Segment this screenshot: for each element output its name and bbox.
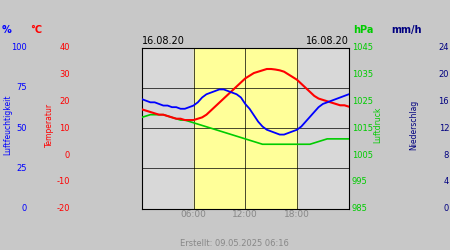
Text: 4: 4 bbox=[444, 178, 449, 186]
Text: 0: 0 bbox=[444, 204, 449, 213]
Text: 8: 8 bbox=[444, 150, 449, 160]
Text: 50: 50 bbox=[17, 124, 27, 132]
Text: 16: 16 bbox=[438, 97, 449, 106]
Text: 20: 20 bbox=[439, 70, 449, 79]
Text: 1015: 1015 bbox=[352, 124, 373, 132]
Text: 10: 10 bbox=[59, 124, 70, 132]
Text: 40: 40 bbox=[59, 43, 70, 52]
Bar bbox=[194, 48, 297, 209]
Text: 995: 995 bbox=[352, 178, 368, 186]
Text: Niederschlag: Niederschlag bbox=[410, 100, 418, 150]
Text: 20: 20 bbox=[59, 97, 70, 106]
Text: 985: 985 bbox=[352, 204, 368, 213]
Text: mm/h: mm/h bbox=[392, 25, 422, 35]
Text: 25: 25 bbox=[17, 164, 27, 173]
Text: Erstellt: 09.05.2025 06:16: Erstellt: 09.05.2025 06:16 bbox=[180, 238, 288, 248]
Text: Luftdruck: Luftdruck bbox=[374, 107, 382, 143]
Text: -20: -20 bbox=[56, 204, 70, 213]
Text: 16.08.20: 16.08.20 bbox=[306, 36, 349, 46]
Text: 100: 100 bbox=[11, 43, 27, 52]
Text: 16.08.20: 16.08.20 bbox=[142, 36, 184, 46]
Text: 12: 12 bbox=[439, 124, 449, 132]
Text: 0: 0 bbox=[22, 204, 27, 213]
Text: 24: 24 bbox=[439, 43, 449, 52]
Text: hPa: hPa bbox=[353, 25, 373, 35]
Text: 1035: 1035 bbox=[352, 70, 373, 79]
Text: 0: 0 bbox=[64, 150, 70, 160]
Text: 1045: 1045 bbox=[352, 43, 373, 52]
Text: 1005: 1005 bbox=[352, 150, 373, 160]
Text: Luftfeuchtigkeit: Luftfeuchtigkeit bbox=[4, 95, 13, 155]
Text: -10: -10 bbox=[56, 178, 70, 186]
Text: °C: °C bbox=[31, 25, 43, 35]
Text: 75: 75 bbox=[16, 83, 27, 92]
Text: Temperatur: Temperatur bbox=[45, 103, 54, 147]
Text: 30: 30 bbox=[59, 70, 70, 79]
Text: 1025: 1025 bbox=[352, 97, 373, 106]
Text: %: % bbox=[1, 25, 11, 35]
